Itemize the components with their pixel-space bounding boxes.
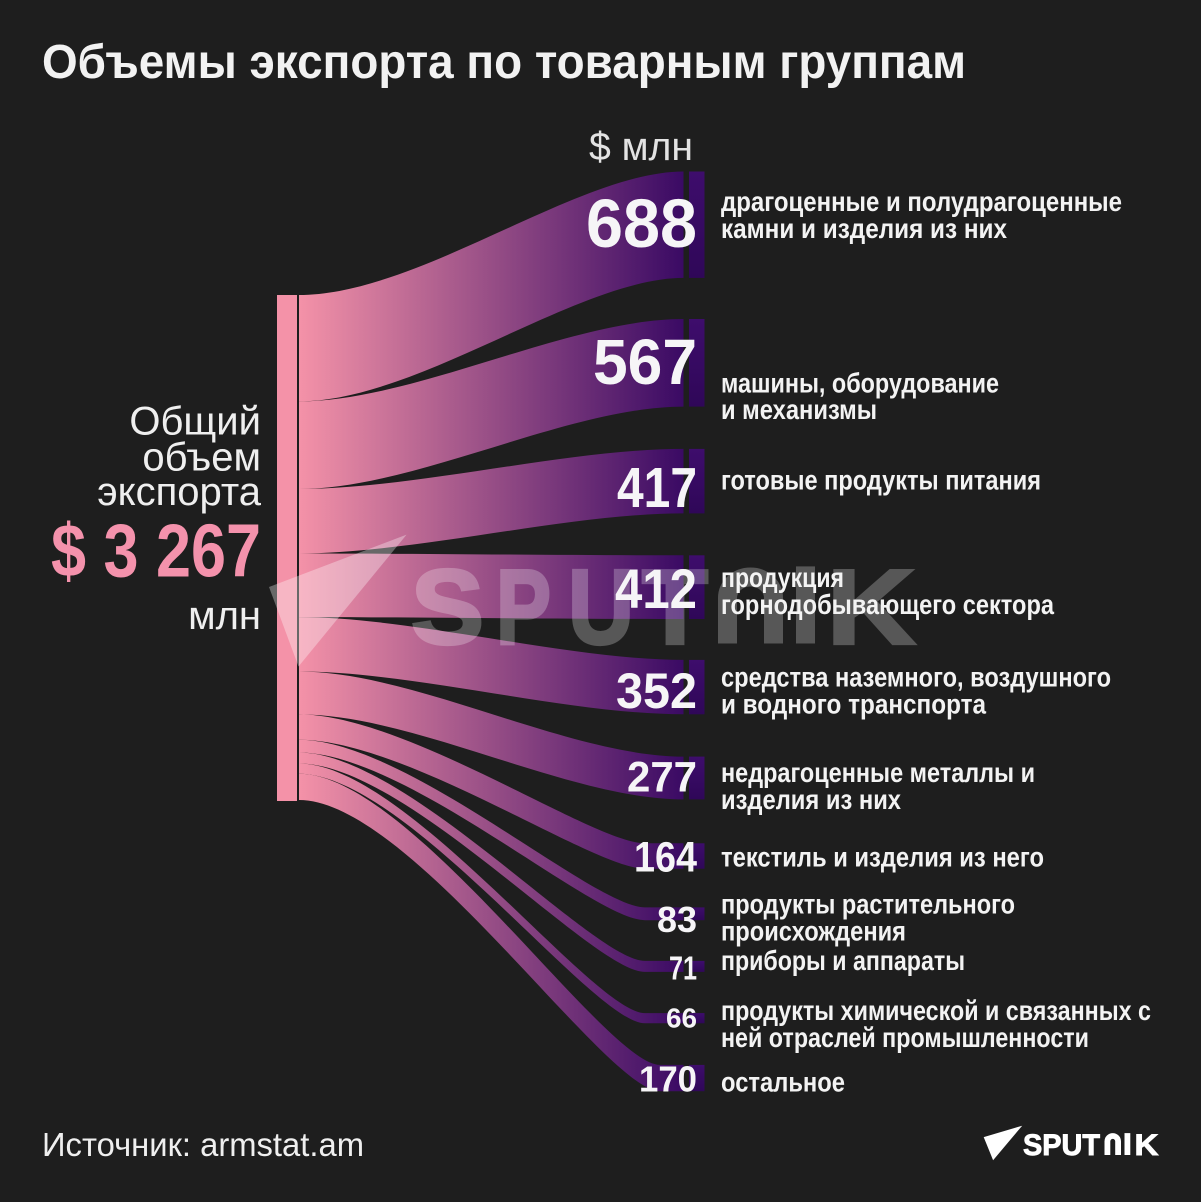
svg-text:417: 417 [617, 456, 697, 520]
svg-text:$ млн: $ млн [589, 125, 693, 169]
svg-text:SPUT: SPUT [1023, 1129, 1100, 1162]
svg-text:83: 83 [657, 899, 697, 940]
svg-text:машины, оборудование: машины, оборудование [721, 367, 999, 398]
svg-text:66: 66 [666, 1003, 697, 1034]
svg-text:изделия из них: изделия из них [721, 784, 901, 815]
svg-text:происхождения: происхождения [721, 916, 906, 947]
svg-text:продукты растительного: продукты растительного [721, 888, 1015, 919]
svg-text:готовые продукты питания: готовые продукты питания [721, 465, 1041, 496]
svg-text:U: U [568, 549, 634, 667]
svg-text:K: K [827, 549, 915, 667]
svg-text:камни и изделия из них: камни и изделия из них [721, 213, 1007, 244]
svg-text:412: 412 [615, 557, 697, 620]
svg-text:драгоценные и полудрагоценные: драгоценные и полудрагоценные [721, 186, 1122, 217]
svg-text:T: T [642, 549, 708, 667]
svg-text:и механизмы: и механизмы [721, 394, 877, 425]
svg-text:567: 567 [593, 326, 697, 398]
svg-text:объем: объем [142, 436, 261, 480]
svg-text:средства наземного, воздушного: средства наземного, воздушного [721, 661, 1111, 692]
svg-text:$ 3 267: $ 3 267 [51, 509, 261, 593]
svg-text:недрагоценные металлы и: недрагоценные металлы и [721, 757, 1035, 788]
svg-text:Общий: Общий [129, 400, 261, 444]
svg-text:352: 352 [616, 663, 697, 719]
svg-text:71: 71 [669, 950, 697, 987]
svg-text:приборы и аппараты: приборы и аппараты [721, 945, 965, 976]
svg-text:Объемы экспорта по товарным гр: Объемы экспорта по товарным группам [42, 36, 966, 89]
svg-text:экспорта: экспорта [97, 470, 262, 514]
svg-text:текстиль и изделия из него: текстиль и изделия из него [721, 842, 1044, 873]
svg-text:S: S [411, 549, 484, 667]
svg-text:горнодобывающего сектора: горнодобывающего сектора [721, 589, 1054, 620]
svg-text:277: 277 [627, 754, 697, 802]
svg-text:P: P [496, 549, 551, 667]
svg-text:продукты химической и связанны: продукты химической и связанных с [721, 995, 1151, 1026]
svg-text:ней отраслей промышленности: ней отраслей промышленности [721, 1022, 1089, 1053]
svg-text:остальное: остальное [721, 1067, 845, 1098]
svg-text:Источник: armstat.am: Источник: armstat.am [42, 1126, 364, 1163]
svg-text:млн: млн [188, 594, 261, 638]
svg-text:продукция: продукция [721, 562, 844, 593]
svg-text:K: K [1135, 1129, 1159, 1162]
svg-text:и водного транспорта: и водного транспорта [721, 688, 986, 719]
svg-text:688: 688 [586, 185, 697, 262]
svg-text:170: 170 [639, 1059, 697, 1100]
svg-text:164: 164 [634, 834, 697, 882]
